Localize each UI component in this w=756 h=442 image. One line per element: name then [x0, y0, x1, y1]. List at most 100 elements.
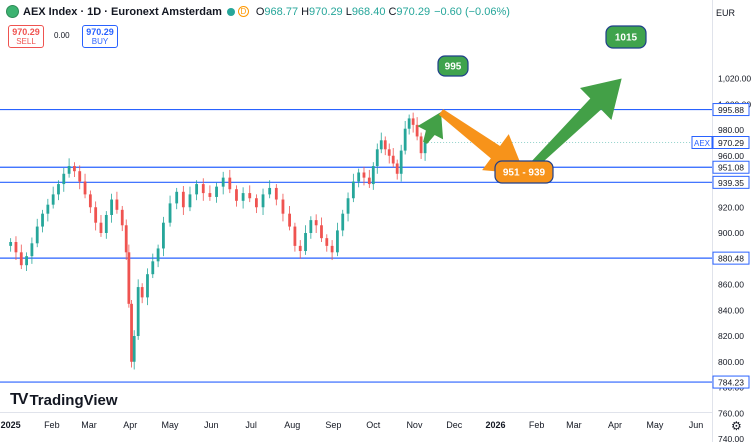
x-tick-label: Nov	[406, 420, 423, 430]
y-tick-label: 760.00	[718, 408, 744, 418]
y-tick-label: 860.00	[718, 280, 744, 290]
candle-body	[346, 198, 350, 214]
candle-body	[73, 166, 76, 172]
level-label: 951.08	[718, 163, 744, 173]
candle-body	[83, 181, 87, 195]
candle-body	[19, 252, 23, 266]
x-tick-label: Jul	[245, 420, 257, 430]
y-tick-label: 1,020.00	[718, 74, 751, 84]
sell-price: 970.29	[12, 27, 40, 37]
x-tick-label: May	[162, 420, 180, 430]
candle-body	[30, 243, 34, 257]
symbol-tag	[691, 136, 713, 150]
candle-body	[228, 177, 232, 190]
x-tick-label: Feb	[44, 420, 60, 430]
projection-arrow-up-2	[522, 78, 622, 177]
level-tag	[712, 160, 750, 174]
buy-button[interactable]: 970.29 BUY	[82, 25, 118, 48]
level-label: 784.23	[718, 378, 744, 388]
low-value: 968.40	[351, 5, 386, 18]
x-tick-label: Mar	[566, 420, 582, 430]
low-label: L	[345, 5, 352, 18]
candle-body	[235, 189, 238, 201]
open-value: 968.77	[264, 5, 299, 18]
candle-body	[67, 166, 71, 174]
candle-body	[241, 193, 245, 201]
x-tick-label: Jun	[204, 420, 219, 430]
candle-body	[274, 187, 278, 200]
candle-body	[132, 336, 136, 362]
buy-label: BUY	[91, 37, 109, 46]
candle-body	[320, 225, 323, 239]
candle-body	[407, 118, 411, 129]
candle-body	[248, 193, 252, 199]
high-value: 970.29	[309, 5, 343, 18]
y-tick-label: 740.00	[718, 434, 744, 442]
level-tag	[712, 175, 750, 189]
symbol-logo-icon	[6, 5, 19, 18]
tradingview-logo: TV TradingView	[10, 391, 118, 409]
last-price-label: 970.29	[718, 138, 744, 148]
candle-body	[120, 209, 124, 226]
symbol-title[interactable]: AEX Index · 1D · Euronext Amsterdam	[23, 5, 222, 18]
data-badge[interactable]: D	[237, 6, 249, 17]
candle-body	[9, 242, 13, 246]
candle-body	[411, 118, 415, 125]
candle-body	[357, 172, 361, 182]
x-tick-label: Apr	[608, 420, 622, 430]
annotation-bubble-951-939-label: 951 - 939	[503, 168, 546, 179]
annotation-bubble-995	[437, 55, 469, 77]
candle-body	[351, 181, 355, 199]
x-tick-label: Oct	[366, 420, 381, 430]
candle-body	[115, 199, 119, 210]
annotation-bubble-1015	[605, 25, 647, 49]
level-label: 880.48	[718, 254, 744, 264]
candle-body	[423, 142, 427, 154]
open-label: O	[255, 5, 265, 18]
candle-body	[130, 303, 133, 362]
candle-body	[175, 191, 179, 204]
candle-body	[215, 186, 218, 197]
candle-body	[99, 222, 103, 233]
level-tag	[712, 103, 750, 117]
candle-body	[254, 198, 258, 208]
candle-body	[151, 261, 155, 275]
candle-body	[298, 245, 302, 252]
x-tick-label: Apr	[123, 420, 137, 430]
candle-body	[304, 233, 307, 252]
sell-button[interactable]: 970.29 SELL	[8, 25, 44, 48]
candle-body	[293, 226, 297, 246]
candle-body	[261, 194, 265, 208]
change-value: −0.60 (−0.06%)	[434, 5, 510, 18]
candle-body	[25, 256, 28, 266]
spread-value: 0.00	[54, 31, 70, 40]
candle-body	[94, 207, 98, 223]
close-value: 970.29	[396, 5, 431, 18]
x-tick-label: Dec	[446, 420, 463, 430]
candle-body	[188, 194, 192, 208]
candle-body	[383, 140, 387, 150]
currency-selector[interactable]: EUR	[716, 8, 736, 18]
candle-body	[281, 199, 285, 214]
level-label: 995.88	[718, 105, 744, 115]
y-tick-label: 820.00	[718, 331, 744, 341]
candle-body	[341, 213, 345, 231]
candle-body	[419, 136, 423, 154]
tv-logo-icon: TV	[10, 391, 29, 408]
annotation-bubble-951-939	[494, 160, 554, 184]
brand-name: TradingView	[29, 391, 118, 409]
projection-arrow-up-1	[417, 111, 444, 144]
candle-body	[379, 140, 383, 150]
settings-gear-icon[interactable]: ⚙	[731, 419, 742, 433]
candle-body	[127, 252, 131, 304]
candle-body	[35, 226, 39, 244]
level-tag	[712, 375, 750, 389]
candle-body	[78, 171, 82, 182]
x-tick-label: Mar	[81, 420, 97, 430]
y-tick-label: 800.00	[718, 357, 744, 367]
x-tick-label: 2025	[1, 420, 21, 430]
y-tick-label: 840.00	[718, 305, 744, 315]
candle-body	[136, 287, 140, 336]
